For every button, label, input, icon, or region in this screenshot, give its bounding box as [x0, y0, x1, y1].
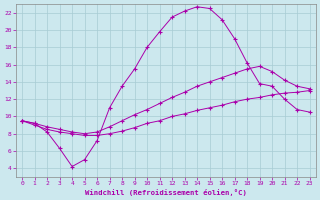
X-axis label: Windchill (Refroidissement éolien,°C): Windchill (Refroidissement éolien,°C)	[85, 189, 247, 196]
